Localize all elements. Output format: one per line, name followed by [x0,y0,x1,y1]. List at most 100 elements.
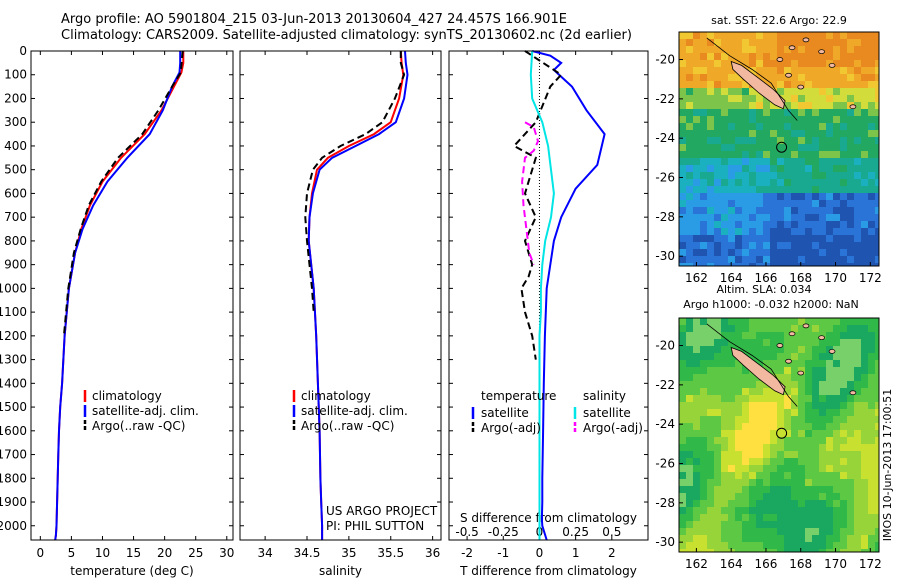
sla-cell [798,409,805,416]
sst-cell [833,263,840,266]
sla-cell [805,437,812,444]
sla-cell [868,507,875,514]
sst-cell [693,123,700,130]
sst-cell [749,88,756,95]
sla-cell [728,542,735,549]
sla-cell [868,360,875,367]
sst-cell [784,207,791,214]
sst-cell [714,172,721,179]
sst-cell [784,242,791,249]
sla-cell [756,339,763,346]
sla-cell [791,325,798,332]
sla-cell [784,521,791,528]
sst-cell [777,74,784,81]
sst-cell [812,228,819,235]
sla-cell [833,437,840,444]
sla-cell [770,318,777,325]
sst-cell [812,130,819,137]
sla-cell [854,535,861,542]
sla-cell [805,318,812,325]
sst-cell [679,165,686,172]
sst-cell [861,123,868,130]
sla-cell [742,535,749,542]
sla-cell [840,360,847,367]
sla-cell [798,458,805,465]
sla-cell [798,381,805,388]
sst-cell [763,53,770,60]
sst-cell [728,221,735,228]
sla-cell [791,479,798,486]
sla-cell [686,395,693,402]
sla-cell [707,465,714,472]
sst-cell [714,186,721,193]
sla-cell [868,339,875,346]
sla-cell [798,451,805,458]
x-tick-label: 15 [126,546,141,560]
sla-cell [721,458,728,465]
sst-cell [784,60,791,67]
sla-cell [770,360,777,367]
sla-cell [686,542,693,549]
sla-cell [777,360,784,367]
sst-cell [679,60,686,67]
sla-cell [812,332,819,339]
sla-cell [777,430,784,437]
sla-cell [700,458,707,465]
sst-cell [749,221,756,228]
sst-cell [777,228,784,235]
sla-cell [728,325,735,332]
sst-cell [833,67,840,74]
sla-cell [791,521,798,528]
sst-cell [756,60,763,67]
figure-title-line2: Climatology: CARS2009. Satellite-adjuste… [61,28,632,43]
sst-cell [819,74,826,81]
sla-cell [791,381,798,388]
sst-cell [840,39,847,46]
sla-cell [777,521,784,528]
sla-cell [770,430,777,437]
sla-cell [728,318,735,325]
sst-cell [854,200,861,207]
sla-cell [770,388,777,395]
sla-cell [693,500,700,507]
sla-cell [749,535,756,542]
legend-label: satellite [481,406,529,420]
sst-cell [819,158,826,165]
sla-cell [679,521,686,528]
sst-cell [791,53,798,60]
sla-cell [721,346,728,353]
sst-cell [805,193,812,200]
y-tick-label: 700 [4,210,27,224]
sla-cell [854,402,861,409]
sla-cell [756,514,763,521]
sst-cell [735,200,742,207]
sla-cell [749,402,756,409]
sst-cell [840,158,847,165]
sst-cell [721,109,728,116]
sla-cell [728,374,735,381]
sla-cell [728,437,735,444]
sla-cell [756,430,763,437]
sst-cell [833,200,840,207]
sst-cell [833,221,840,228]
island-small [797,370,805,376]
sla-cell [749,507,756,514]
sst-cell [812,144,819,151]
sla-cell [700,444,707,451]
sst-cell [756,207,763,214]
sla-cell [812,528,819,535]
lon-tick-label: 172 [859,271,882,285]
sla-cell [707,346,714,353]
sla-cell [798,318,805,325]
sla-cell [784,514,791,521]
sst-cell [819,130,826,137]
sst-cell [777,109,784,116]
sla-cell [707,458,714,465]
sst-cell [777,221,784,228]
sst-cell [686,186,693,193]
sst-cell [847,46,854,53]
sla-cell [707,514,714,521]
sla-cell [812,388,819,395]
x-tick-label: 30 [219,546,234,560]
sst-cell [826,179,833,186]
